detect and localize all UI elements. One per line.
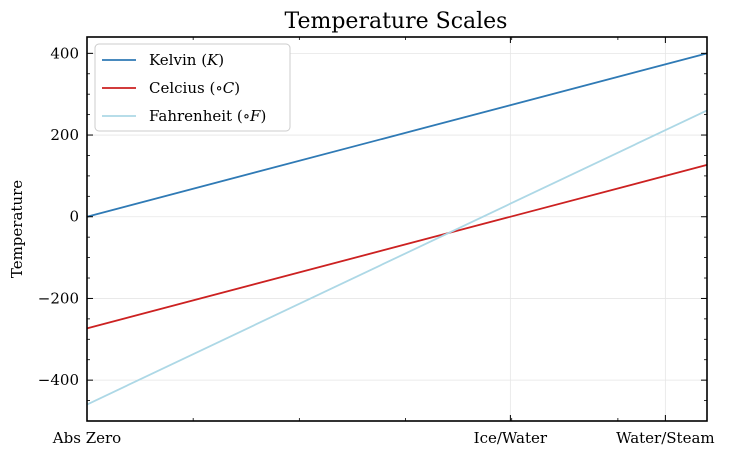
series-line-celcius bbox=[86, 164, 708, 330]
legend-series-name: Celcius bbox=[149, 79, 205, 97]
plot-frame bbox=[86, 36, 708, 422]
y-tick-label: 200 bbox=[50, 126, 79, 144]
legend-paren-open: ( bbox=[196, 51, 207, 69]
axis-ticks: 400 200 0 −200 −400 Abs Zero Ice/Water Water/St… bbox=[38, 37, 715, 447]
y-tick-label: −200 bbox=[38, 289, 79, 307]
y-axis-label: Temperature bbox=[8, 180, 26, 278]
legend-series-name: Kelvin bbox=[149, 51, 197, 69]
legend-paren-open: ( bbox=[205, 79, 216, 97]
legend-series-name: Fahrenheit bbox=[149, 107, 232, 125]
legend-paren-close: ) bbox=[260, 107, 266, 125]
legend-box bbox=[94, 43, 291, 132]
series-lines bbox=[86, 52, 708, 406]
legend-label-celcius: Celcius (∘C) bbox=[149, 79, 240, 97]
y-tick-label: 400 bbox=[50, 44, 79, 62]
legend-paren-close: ) bbox=[234, 79, 240, 97]
series-line-kelvin bbox=[86, 52, 708, 218]
legend-unit: ∘C bbox=[215, 79, 234, 97]
y-tick-label: 0 bbox=[69, 208, 79, 226]
legend-unit: ∘F bbox=[243, 107, 261, 125]
x-tick-label: Ice/Water bbox=[474, 429, 548, 447]
legend-unit: K bbox=[206, 51, 219, 69]
legend: Kelvin (K)Celcius (∘C)Fahrenheit (∘F) bbox=[94, 43, 291, 132]
y-tick-label: −400 bbox=[38, 371, 79, 389]
legend-paren-close: ) bbox=[218, 51, 224, 69]
series-line-fahrenheit bbox=[86, 109, 708, 406]
chart-title: Temperature Scales bbox=[285, 9, 508, 34]
legend-paren-open: ( bbox=[232, 107, 243, 125]
legend-label-fahrenheit: Fahrenheit (∘F) bbox=[149, 107, 266, 125]
x-tick-label: Water/Steam bbox=[616, 429, 715, 447]
x-tick-label: Abs Zero bbox=[52, 429, 121, 447]
legend-label-kelvin: Kelvin (K) bbox=[149, 51, 224, 69]
